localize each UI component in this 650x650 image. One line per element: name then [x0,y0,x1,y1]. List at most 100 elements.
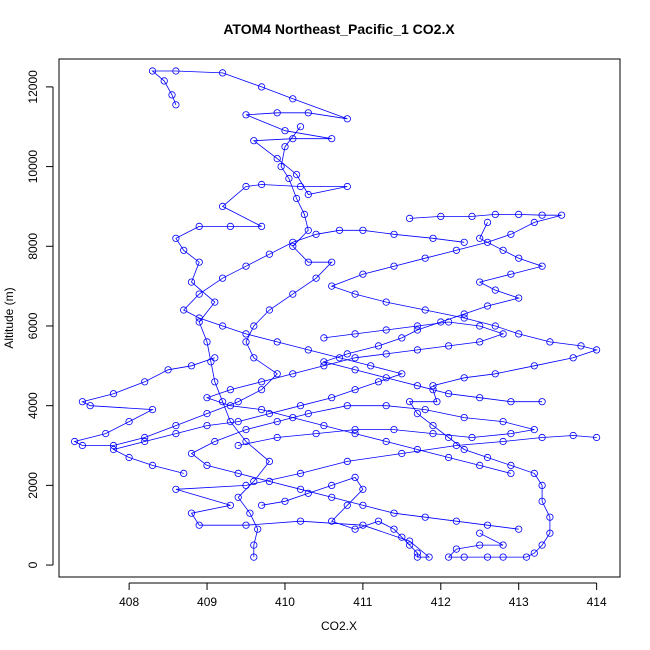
data-point [351,386,359,394]
data-point [476,461,484,469]
data-point [351,290,359,298]
data-point [219,322,227,330]
x-tick-label: 410 [275,595,295,609]
data-point [499,330,507,338]
data-point [359,501,367,509]
data-point [312,274,320,282]
data-point [304,190,312,199]
data-point [413,445,421,454]
data-point [515,210,523,218]
data-point [172,485,180,493]
data-point [499,553,507,561]
data-point [444,390,453,398]
y-tick-label: 10000 [26,150,40,184]
data-point [242,338,250,346]
data-point [109,390,118,398]
data-point [382,326,390,334]
data-point [289,135,297,143]
data-point [273,433,281,442]
data-point [359,521,367,529]
x-tick-label: 408 [119,595,139,609]
data-point [250,541,258,549]
data-point [304,409,312,418]
data-point [530,362,538,370]
data-point [71,437,79,446]
series-line [112,229,465,474]
series-line [330,213,599,387]
data-point [86,402,94,410]
data-point [141,433,149,442]
data-point [203,409,211,418]
data-point [390,425,398,434]
data-point [320,362,328,370]
data-point [592,433,601,442]
data-point [343,501,351,509]
data-point [304,109,312,117]
data-point [483,453,492,462]
data-point [289,238,297,246]
data-point [172,234,180,242]
data-point [335,226,344,234]
data-point [289,370,297,378]
data-point [444,342,453,350]
data-point [413,326,421,334]
data-point [374,378,383,386]
data-point [226,386,234,394]
data-point [265,409,273,418]
data-point [125,417,133,426]
data-point [390,509,398,517]
data-point [328,517,336,525]
data-point [538,398,546,406]
data-point [421,513,429,521]
data-point [172,429,180,438]
data-point [180,246,188,254]
data-point [296,485,305,493]
data-point [460,553,468,561]
series [405,386,554,561]
data-point [195,258,203,266]
data-point [367,362,375,370]
data-point [429,386,437,394]
data-point [413,382,421,390]
y-tick-label: 6000 [26,312,40,339]
data-point [429,421,437,430]
data-point [234,493,242,501]
data-point [242,437,250,446]
data-point [429,429,437,438]
y-axis: 0 2000 4000 6000 8000 10000 12000 [26,70,54,568]
data-point [304,226,312,234]
data-point [382,350,390,358]
data-point [398,370,406,378]
series-line [322,222,544,403]
data-point [460,310,468,318]
data-point [257,386,266,394]
data-point [289,95,297,103]
data-point [257,180,266,189]
data-point [483,521,492,529]
data-point [425,553,433,561]
data-point [343,115,351,123]
data-point [382,402,390,410]
data-point [507,270,515,278]
data-point [499,541,507,549]
data-point [460,374,468,382]
data-point [351,366,359,374]
data-point [530,425,538,434]
data-point [390,230,398,238]
data-point [242,521,250,529]
data-point [538,497,546,505]
data-point [172,421,180,430]
data-point [296,123,305,131]
data-point [476,541,484,549]
data-point [460,445,468,454]
data-point [250,137,258,145]
data-point [78,441,87,450]
data-point [125,453,133,462]
data-point [312,429,320,438]
y-tick-label: 0 [26,561,40,568]
data-point [242,330,250,338]
data-point [491,286,499,294]
data-point [460,238,468,246]
data-point [164,366,172,374]
